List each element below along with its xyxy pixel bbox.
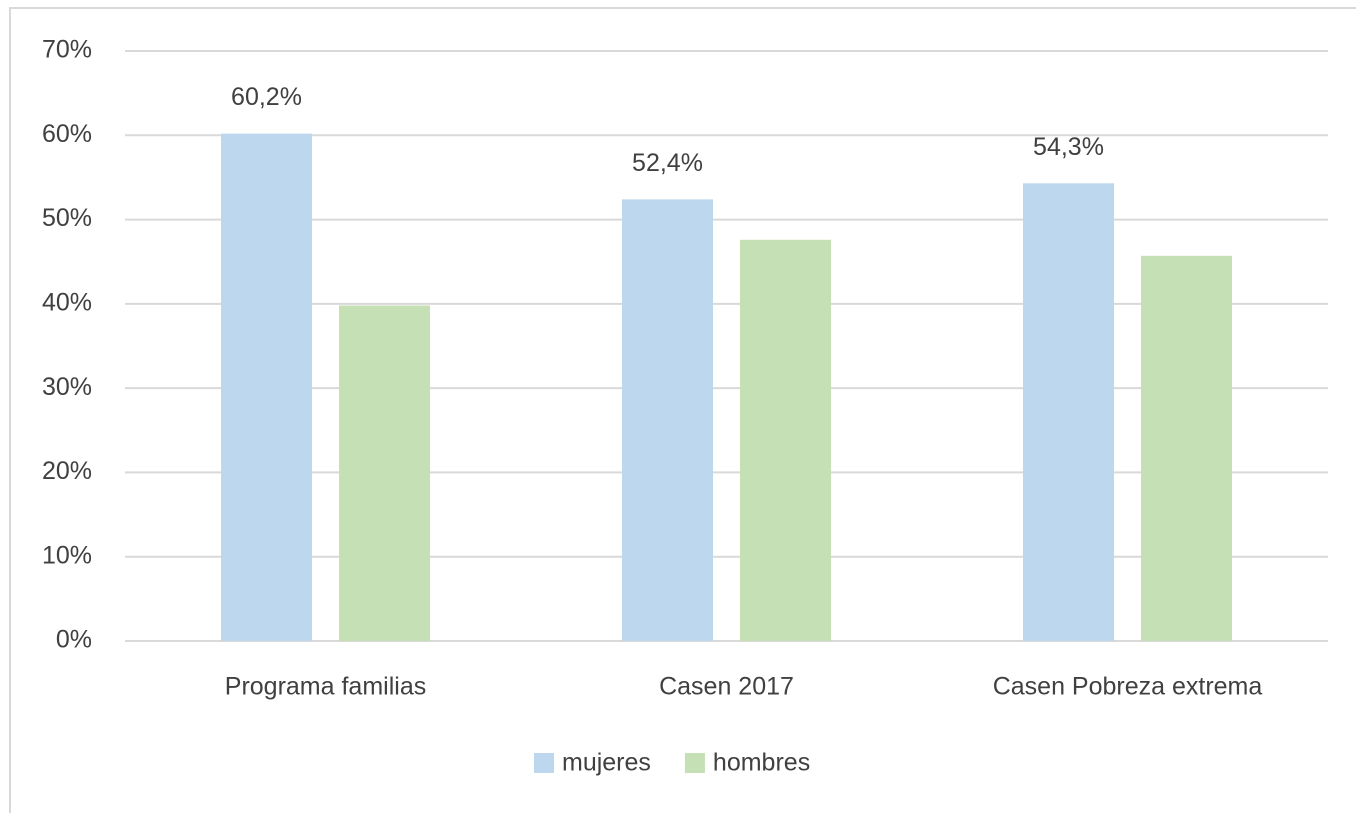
y-tick-label: 20% [42, 457, 92, 485]
legend-label: mujeres [562, 749, 651, 777]
bar [622, 199, 713, 642]
y-tick-label: 60% [42, 120, 92, 148]
data-label: 60,2% [231, 83, 302, 111]
y-tick-label: 30% [42, 373, 92, 401]
x-tick-label: Casen 2017 [659, 673, 794, 701]
x-tick-label: Casen Pobreza extrema [993, 673, 1263, 701]
chart-frame [9, 7, 1356, 813]
legend-swatch [534, 753, 554, 773]
y-tick-label: 50% [42, 204, 92, 232]
x-tick-label: Programa familias [225, 673, 426, 701]
y-tick-label: 10% [42, 541, 92, 569]
bar [339, 305, 430, 641]
data-label: 52,4% [632, 149, 703, 177]
bar [221, 133, 312, 641]
y-tick-label: 70% [42, 36, 92, 64]
y-tick-label: 0% [56, 626, 92, 654]
bar [1141, 255, 1232, 642]
bar [1023, 183, 1114, 642]
legend-swatch [684, 753, 705, 773]
data-label: 54,3% [1033, 133, 1104, 161]
y-tick-label: 40% [42, 288, 92, 316]
legend-label: hombres [713, 749, 810, 777]
bar [740, 239, 831, 642]
